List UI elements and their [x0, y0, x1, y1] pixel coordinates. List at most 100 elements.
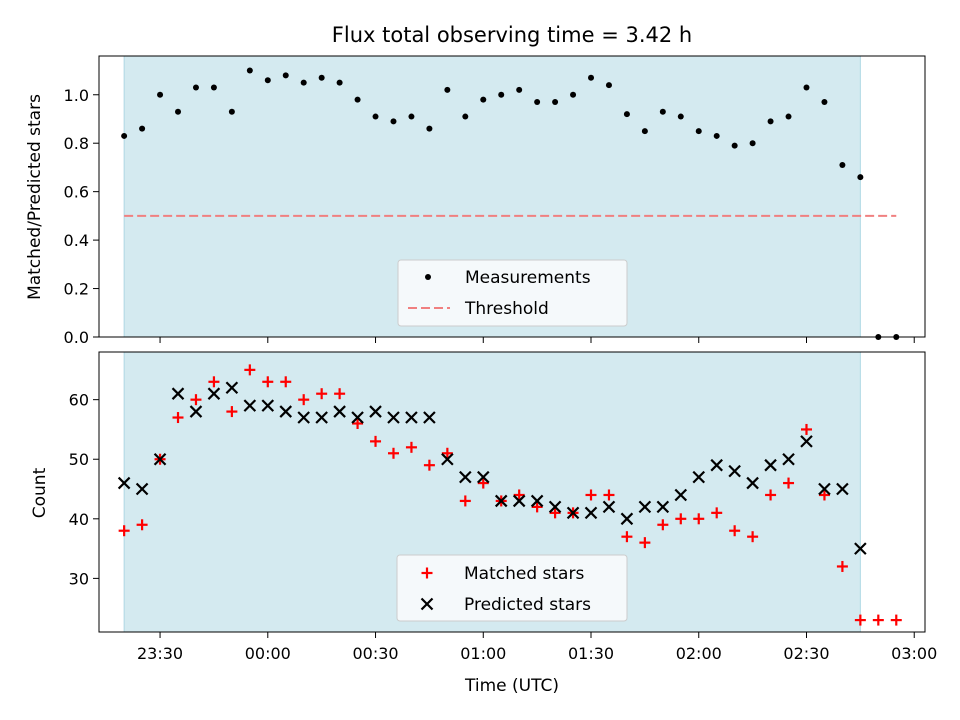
predicted-star-point [153, 452, 167, 466]
measurement-point [192, 84, 199, 91]
measurement-point [857, 174, 864, 181]
predicted-star-point [656, 500, 670, 514]
x-stroke [854, 542, 867, 555]
x-stroke [171, 387, 185, 400]
matched-star-point [621, 531, 633, 543]
matched-star-point [405, 441, 417, 453]
x-stroke [656, 500, 670, 514]
y-tick-label: 0.6 [64, 183, 89, 202]
ratio-panel: 0.0 0.2 0.4 0.6 0.8 1.0 Flux total observing … [25, 23, 926, 347]
predicted-star-point [476, 470, 490, 484]
measurement-point [426, 125, 433, 132]
x-tick-label: 00:30 [352, 644, 398, 663]
measurement-point [803, 84, 810, 91]
x-stroke [818, 482, 831, 496]
matched-star-point [711, 507, 723, 519]
measurement-point [175, 108, 182, 115]
measurement-point [157, 91, 164, 98]
y-tick-label: 0.4 [64, 231, 89, 250]
x-stroke [153, 452, 167, 466]
count-axes-frame [98, 351, 926, 633]
matched-star-point [890, 614, 902, 626]
matched-star-point [549, 507, 561, 519]
x-stroke [800, 435, 813, 448]
measurement-point [372, 113, 379, 120]
matched-star-point [316, 388, 328, 400]
matched-star-point [387, 447, 399, 459]
measurement-point [570, 91, 577, 98]
measurement-point [336, 79, 343, 86]
x-stroke [387, 411, 400, 424]
x-stroke [261, 399, 275, 412]
x-stroke [710, 458, 723, 472]
measurement-point [498, 91, 505, 98]
legend-predicted-marker [420, 597, 434, 611]
measurement-point [246, 67, 253, 74]
x-stroke [692, 470, 706, 484]
matched-star-point [280, 376, 292, 388]
legend-measurements-label: Measurements [465, 268, 591, 288]
x-tick-label: 03:00 [891, 644, 937, 663]
measurement-point [821, 99, 828, 106]
measurement-point [139, 125, 146, 132]
ratio-axes-frame [98, 55, 926, 338]
predicted-star-point [710, 458, 723, 472]
predicted-star-point [135, 482, 149, 496]
x-stroke [333, 405, 346, 418]
matched-star-point [334, 388, 346, 400]
y-tick-label: 30 [69, 569, 89, 588]
matched-star-point [675, 513, 687, 525]
matched-star-point [244, 364, 256, 376]
predicted-star-point [854, 542, 867, 555]
predicted-star-point [315, 411, 328, 424]
predicted-star-point [297, 411, 310, 424]
x-stroke [476, 470, 490, 484]
measurement-point [695, 128, 702, 135]
legend-matched-label: Matched stars [464, 564, 584, 584]
measurement-point [318, 74, 325, 81]
predicted-star-point [369, 405, 382, 418]
matched-star-point [370, 435, 382, 447]
x-stroke [351, 411, 364, 424]
matched-star-point [262, 376, 274, 388]
predicted-star-point [566, 506, 580, 520]
x-stroke [423, 411, 436, 424]
matched-star-point [513, 489, 525, 501]
matched-star-point [765, 489, 777, 501]
x-tick-label: 02:30 [783, 644, 829, 663]
matched-star-point [818, 489, 830, 501]
ratio-axes: 0.0 0.2 0.4 0.6 0.8 1.0 [64, 86, 915, 347]
measurement-point [605, 82, 612, 89]
measurement-point [462, 113, 469, 120]
x-tick-label: 02:00 [676, 644, 722, 663]
measurement-point [731, 142, 738, 149]
measurement-point [677, 113, 684, 120]
y-tick-label: 1.0 [64, 86, 89, 105]
x-stroke [764, 458, 777, 472]
predicted-star-point [423, 411, 436, 424]
matched-star-point [693, 513, 705, 525]
chart-title: Flux total observing time = 3.42 h [332, 23, 692, 47]
y-tick-label: 60 [69, 391, 89, 410]
predicted-star-point [638, 500, 652, 514]
x-stroke [420, 597, 434, 611]
ratio-y-axis-label: Matched/Predicted stars [25, 94, 45, 300]
matched-star-point [531, 501, 543, 513]
predicted-star-point [333, 405, 346, 418]
count-panel: 30 40 50 60 23:30 00:00 00:30 01:00 01:30 02:00 02… [30, 351, 938, 696]
count-axes: 30 40 50 60 23:30 00:00 00:30 01:00 01:30 02:00 02… [69, 391, 938, 663]
legend-box [396, 554, 628, 622]
measurement-point [623, 111, 630, 118]
legend-predicted-label: Predicted stars [464, 595, 591, 615]
measurement-point [516, 86, 523, 93]
measurement-point [480, 96, 487, 103]
predicted-star-point [800, 435, 813, 448]
predicted-star-point [171, 387, 185, 400]
measurement-point [121, 132, 128, 139]
y-tick-label: 0.8 [64, 134, 89, 153]
x-stroke [566, 506, 580, 520]
matched-star-point [298, 394, 310, 406]
x-stroke [441, 452, 454, 466]
x-stroke [728, 464, 741, 478]
measurement-point [210, 84, 217, 91]
